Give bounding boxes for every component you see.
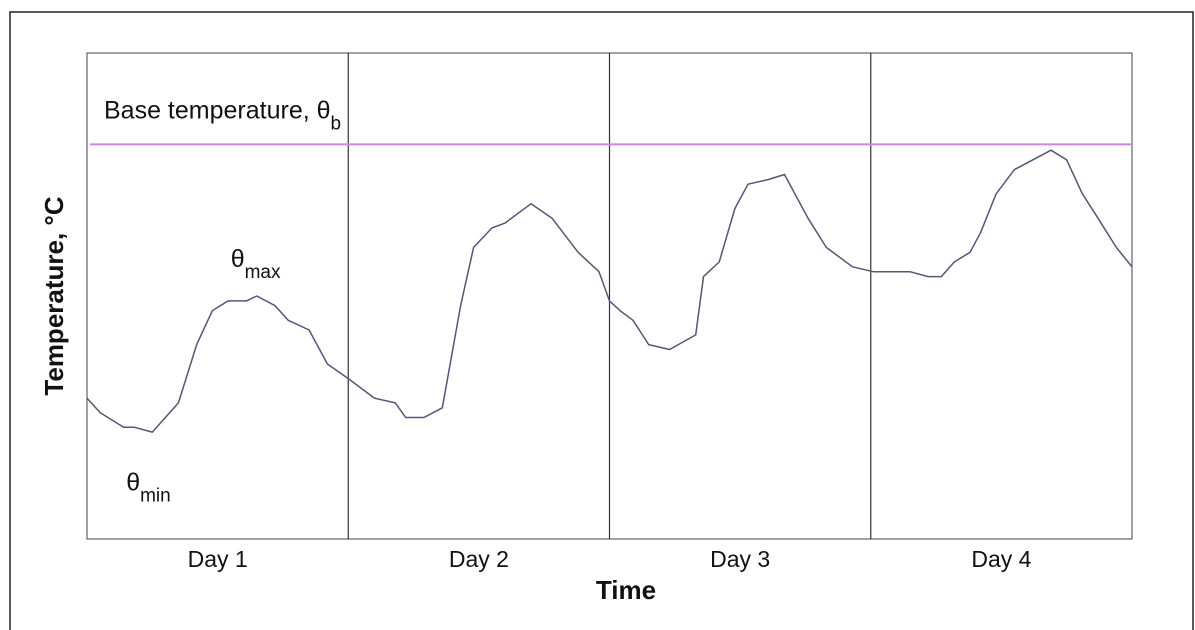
- day-dividers: [347, 53, 872, 539]
- annotation-subscript: max: [245, 261, 281, 282]
- annotation-theta-max: θmax: [231, 245, 281, 283]
- annotation-subscript: min: [140, 485, 171, 506]
- base-temperature-text: Base temperature, θ: [104, 96, 331, 124]
- annotation-symbol: θ: [126, 468, 140, 496]
- x-tick-labels: Day 1 Day 2 Day 3 Day 4: [188, 546, 1032, 572]
- base-temperature-label: Base temperature, θb: [104, 96, 341, 134]
- x-axis-title: Time: [596, 575, 656, 605]
- x-tick-label-day-1: Day 1: [188, 546, 248, 572]
- x-tick-label-day-3: Day 3: [710, 546, 770, 572]
- x-tick-label-day-4: Day 4: [971, 546, 1031, 572]
- temperature-series-line: [86, 149, 1133, 433]
- y-axis-title: Temperature, °C: [39, 196, 69, 395]
- annotation-symbol: θ: [231, 245, 245, 273]
- annotation-theta-min: θmin: [126, 468, 171, 506]
- x-tick-label-day-2: Day 2: [449, 546, 509, 572]
- base-temperature-subscript: b: [331, 113, 342, 134]
- figure-border: [9, 11, 1194, 630]
